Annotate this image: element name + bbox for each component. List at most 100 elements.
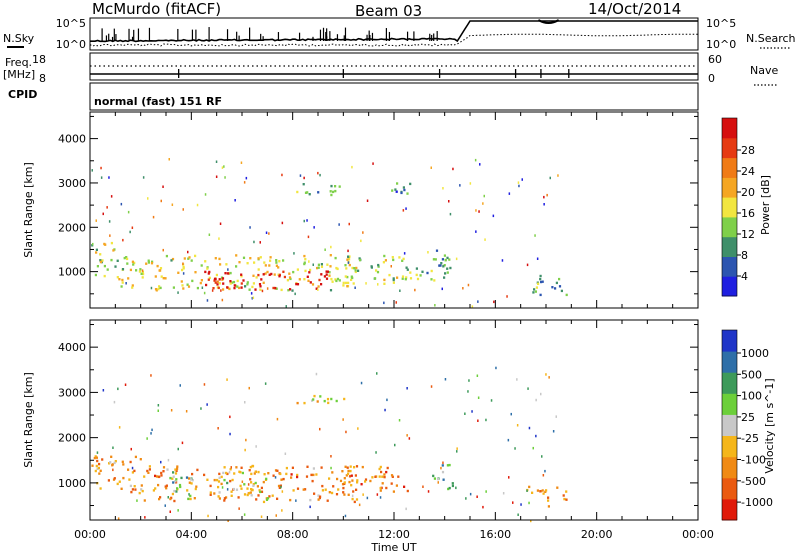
y-tick-label: 2000 (58, 432, 86, 445)
echo-cell (347, 469, 350, 473)
echo-cell (544, 469, 546, 473)
echo-cell (382, 261, 385, 264)
echo-cell (240, 161, 243, 164)
echo-cell (345, 267, 348, 270)
echo-cell (330, 455, 332, 458)
echo-cell (440, 466, 442, 470)
colorbar-tick-label: 500 (741, 368, 762, 381)
echo-cell (329, 289, 333, 292)
echo-cell (101, 458, 104, 461)
echo-cell (118, 278, 121, 281)
echo-cell (474, 158, 477, 162)
echo-cell (235, 488, 239, 491)
echo-cell (405, 507, 407, 511)
colorbar-swatch (722, 157, 737, 178)
echo-cell (230, 494, 233, 497)
echo-cell (282, 477, 285, 481)
echo-cell (356, 481, 359, 484)
echo-cell (539, 274, 542, 278)
colorbar-swatch (722, 477, 737, 500)
echo-cell (257, 470, 260, 474)
echo-cell (482, 505, 484, 509)
echo-cell (99, 253, 102, 256)
echo-cell (209, 493, 212, 496)
echo-cell (93, 456, 96, 460)
echo-cell (217, 485, 220, 489)
echo-cell (335, 399, 338, 403)
colorbar-tick-label: 28 (741, 144, 755, 157)
echo-cell (158, 285, 161, 288)
colorbar-tick-label: 1000 (741, 347, 769, 360)
echo-cell (248, 386, 250, 390)
echo-cell (562, 494, 565, 497)
echo-cell (306, 191, 309, 194)
echo-cell (160, 471, 163, 475)
echo-cell (123, 256, 126, 260)
echo-cell (244, 448, 246, 452)
echo-cell (380, 470, 383, 474)
echo-cell (191, 479, 194, 482)
echo-cell (262, 281, 265, 284)
freq-tick-top: 18 (32, 53, 46, 66)
echo-cell (536, 489, 539, 492)
echo-cell (224, 176, 226, 179)
echo-cell (397, 475, 400, 478)
echo-cell (406, 489, 409, 493)
echo-cell (542, 474, 545, 477)
echo-cell (404, 278, 407, 281)
echo-cell (521, 178, 523, 181)
echo-cell (343, 477, 346, 480)
echo-cell (325, 270, 328, 273)
echo-cell (186, 489, 189, 492)
echo-cell (281, 509, 283, 512)
echo-cell (479, 163, 481, 166)
echo-cell (234, 199, 236, 202)
echo-cell (166, 468, 169, 471)
echo-cell (541, 489, 544, 492)
echo-cell (246, 493, 249, 497)
echo-cell (244, 401, 246, 404)
echo-cell (110, 195, 113, 198)
echo-cell (203, 383, 206, 386)
echo-cell (379, 465, 382, 469)
echo-cell (98, 472, 101, 475)
echo-cell (324, 488, 327, 491)
echo-cell (507, 438, 510, 442)
echo-cell (308, 193, 311, 196)
echo-cell (408, 437, 411, 440)
beam-title: Beam 03 (355, 2, 422, 20)
echo-cell (182, 208, 184, 211)
echo-cell (352, 490, 355, 493)
echo-cell (378, 467, 381, 471)
echo-cell (378, 475, 381, 478)
echo-cell (405, 207, 407, 210)
echo-cell (138, 491, 141, 495)
echo-cell (343, 397, 346, 401)
echo-cell (433, 279, 436, 282)
echo-cell (114, 265, 117, 268)
echo-cell (223, 497, 226, 500)
echo-cell (383, 254, 386, 258)
echo-cell (117, 517, 120, 520)
echo-cell (275, 264, 278, 267)
echo-cell (139, 268, 142, 271)
echo-cell (131, 260, 134, 263)
echo-cell (236, 285, 239, 288)
echo-cell (435, 249, 439, 252)
echo-cell (257, 494, 260, 497)
echo-cell (456, 450, 458, 453)
cpid-label: CPID (8, 88, 37, 101)
echo-cell (216, 478, 219, 482)
echo-cell (196, 286, 199, 290)
echo-cell (172, 481, 175, 484)
echo-cell (117, 387, 119, 391)
y-tick-label: 1000 (58, 266, 86, 279)
echo-cell (379, 486, 382, 490)
echo-cell (131, 284, 134, 287)
echo-cell (545, 373, 547, 376)
echo-cell (288, 276, 292, 279)
echo-cell (264, 382, 267, 385)
echo-cell (296, 401, 299, 405)
echo-cell (285, 472, 288, 476)
echo-cell (99, 469, 102, 472)
